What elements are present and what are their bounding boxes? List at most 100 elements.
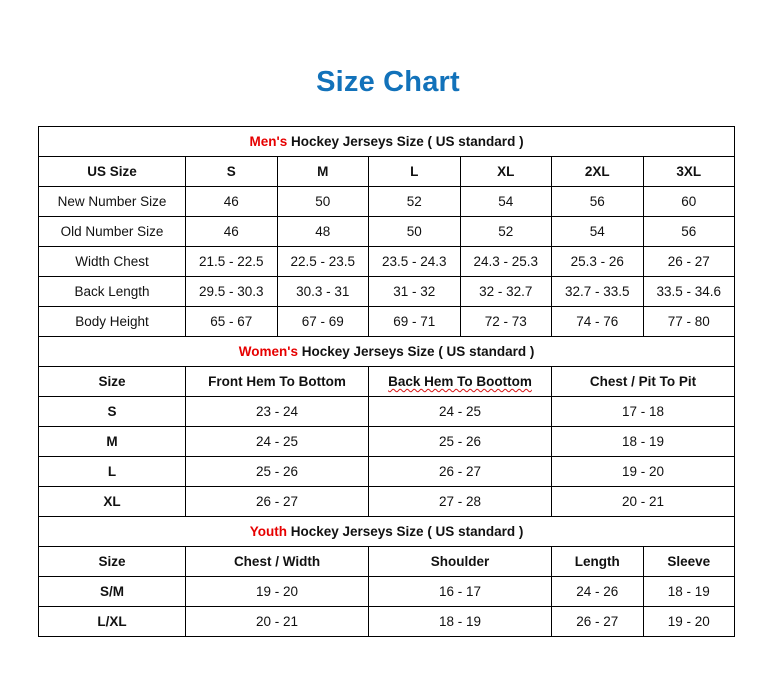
- table-row: M 24 - 25 25 - 26 18 - 19: [38, 426, 736, 457]
- table-row: Width Chest 21.5 - 22.5 22.5 - 23.5 23.5 - …: [38, 246, 736, 277]
- row-label-womens-1: M: [38, 426, 186, 457]
- column-header-mens-3: L: [368, 156, 461, 187]
- table-row: Back Length 29.5 - 30.3 30.3 - 31 31 - 32 32…: [38, 276, 736, 307]
- column-header-mens-5: 2XL: [551, 156, 644, 187]
- section-group-word: Women's: [238, 344, 298, 359]
- section-group-word: Men's: [249, 134, 288, 149]
- cell-mens-3-4: 32.7 - 33.5: [551, 276, 644, 307]
- cell-mens-2-5: 26 - 27: [642, 246, 736, 277]
- section-group-word: Youth: [249, 524, 287, 539]
- cell-womens-2-2: 19 - 20: [550, 456, 736, 487]
- column-header-mens-0: US Size: [38, 156, 186, 187]
- page-title: Size Chart: [316, 66, 460, 98]
- cell-mens-1-1: 48: [276, 216, 369, 247]
- section-heading-youth: Youth Hockey Jerseys Size ( US standard …: [37, 516, 736, 547]
- section-heading-mens: Men's Hockey Jerseys Size ( US standard …: [37, 126, 736, 157]
- cell-youth-0-3: 18 - 19: [642, 576, 736, 607]
- column-header-youth-4: Sleeve: [642, 546, 736, 577]
- cell-mens-1-2: 50: [368, 216, 461, 247]
- column-header-youth-0: Size: [38, 546, 186, 577]
- column-header-womens-0: Size: [38, 366, 186, 397]
- table-row: S 23 - 24 24 - 25 17 - 18: [38, 396, 736, 427]
- cell-mens-2-1: 22.5 - 23.5: [276, 246, 369, 277]
- cell-youth-1-1: 18 - 19: [368, 606, 552, 637]
- cell-mens-0-3: 54: [459, 186, 552, 217]
- cell-mens-0-2: 52: [368, 186, 461, 217]
- row-label-womens-3: XL: [38, 486, 186, 517]
- row-label-womens-0: S: [38, 396, 186, 427]
- cell-mens-1-4: 54: [551, 216, 644, 247]
- row-label-mens-4: Body Height: [38, 306, 186, 337]
- cell-mens-2-2: 23.5 - 24.3: [368, 246, 461, 277]
- column-header-mens-1: S: [185, 156, 278, 187]
- section-header-row-mens: Men's Hockey Jerseys Size ( US standard …: [37, 126, 736, 157]
- cell-youth-0-0: 19 - 20: [185, 576, 369, 607]
- cell-womens-1-0: 24 - 25: [185, 426, 369, 457]
- cell-womens-1-1: 25 - 26: [368, 426, 552, 457]
- section-heading-rest: Hockey Jerseys Size ( US standard ): [286, 524, 524, 539]
- table-row: New Number Size 46 50 52 54 56 60: [38, 186, 736, 217]
- row-label-mens-0: New Number Size: [38, 186, 186, 217]
- cell-womens-0-0: 23 - 24: [185, 396, 369, 427]
- row-label-mens-3: Back Length: [38, 276, 186, 307]
- cell-youth-0-2: 24 - 26: [551, 576, 644, 607]
- cell-mens-0-4: 56: [551, 186, 644, 217]
- cell-womens-1-2: 18 - 19: [550, 426, 736, 457]
- table-row: L/XL 20 - 21 18 - 19 26 - 27 19 - 20: [38, 606, 736, 637]
- cell-mens-4-3: 72 - 73: [459, 306, 552, 337]
- column-header-row-mens: US Size S M L XL 2XL 3XL: [38, 156, 736, 187]
- misspelled-word: Back Hem To Boottom: [388, 374, 532, 389]
- cell-mens-4-1: 67 - 69: [276, 306, 369, 337]
- cell-mens-3-0: 29.5 - 30.3: [185, 276, 278, 307]
- column-header-row-womens: Size Front Hem To Bottom Back Hem To Boott…: [38, 366, 736, 397]
- section-header-row-womens: Women's Hockey Jerseys Size ( US standar…: [37, 336, 736, 367]
- column-header-mens-6: 3XL: [642, 156, 736, 187]
- cell-youth-1-3: 19 - 20: [642, 606, 736, 637]
- column-header-womens-1: Front Hem To Bottom: [185, 366, 369, 397]
- table-row: L 25 - 26 26 - 27 19 - 20: [38, 456, 736, 487]
- row-label-youth-1: L/XL: [38, 606, 186, 637]
- cell-mens-2-3: 24.3 - 25.3: [459, 246, 552, 277]
- cell-mens-3-3: 32 - 32.7: [459, 276, 552, 307]
- table-row: Old Number Size 46 48 50 52 54 56: [38, 216, 736, 247]
- cell-mens-2-4: 25.3 - 26: [551, 246, 644, 277]
- cell-mens-1-5: 56: [642, 216, 736, 247]
- cell-youth-1-2: 26 - 27: [551, 606, 644, 637]
- row-label-womens-2: L: [38, 456, 186, 487]
- cell-womens-3-2: 20 - 21: [550, 486, 736, 517]
- cell-mens-4-2: 69 - 71: [368, 306, 461, 337]
- column-header-youth-2: Shoulder: [368, 546, 552, 577]
- cell-mens-1-0: 46: [185, 216, 278, 247]
- column-header-mens-4: XL: [459, 156, 552, 187]
- row-label-mens-1: Old Number Size: [38, 216, 186, 247]
- column-header-row-youth: Size Chest / Width Shoulder Length Sleeve: [38, 546, 736, 577]
- cell-mens-0-5: 60: [642, 186, 736, 217]
- cell-womens-0-1: 24 - 25: [368, 396, 552, 427]
- table-row: S/M 19 - 20 16 - 17 24 - 26 18 - 19: [38, 576, 736, 607]
- row-label-mens-2: Width Chest: [38, 246, 186, 277]
- cell-womens-3-1: 27 - 28: [368, 486, 552, 517]
- cell-mens-3-2: 31 - 32: [368, 276, 461, 307]
- cell-mens-4-4: 74 - 76: [551, 306, 644, 337]
- cell-womens-2-1: 26 - 27: [368, 456, 552, 487]
- row-label-youth-0: S/M: [38, 576, 186, 607]
- column-header-youth-1: Chest / Width: [185, 546, 369, 577]
- section-heading-womens: Women's Hockey Jerseys Size ( US standar…: [37, 336, 736, 367]
- column-header-womens-3: Chest / Pit To Pit: [550, 366, 736, 397]
- cell-youth-0-1: 16 - 17: [368, 576, 552, 607]
- cell-mens-4-0: 65 - 67: [185, 306, 278, 337]
- cell-womens-3-0: 26 - 27: [185, 486, 369, 517]
- cell-womens-2-0: 25 - 26: [185, 456, 369, 487]
- size-chart-table: Men's Hockey Jerseys Size ( US standard …: [37, 126, 736, 637]
- column-header-youth-3: Length: [551, 546, 644, 577]
- table-row: Body Height 65 - 67 67 - 69 69 - 71 72 - 73 7…: [38, 306, 736, 337]
- cell-mens-2-0: 21.5 - 22.5: [185, 246, 278, 277]
- cell-youth-1-0: 20 - 21: [185, 606, 369, 637]
- section-header-row-youth: Youth Hockey Jerseys Size ( US standard …: [37, 516, 736, 547]
- cell-mens-3-5: 33.5 - 34.6: [642, 276, 736, 307]
- column-header-womens-2: Back Hem To Boottom: [368, 366, 552, 397]
- cell-mens-1-3: 52: [459, 216, 552, 247]
- cell-mens-3-1: 30.3 - 31: [276, 276, 369, 307]
- cell-mens-0-0: 46: [185, 186, 278, 217]
